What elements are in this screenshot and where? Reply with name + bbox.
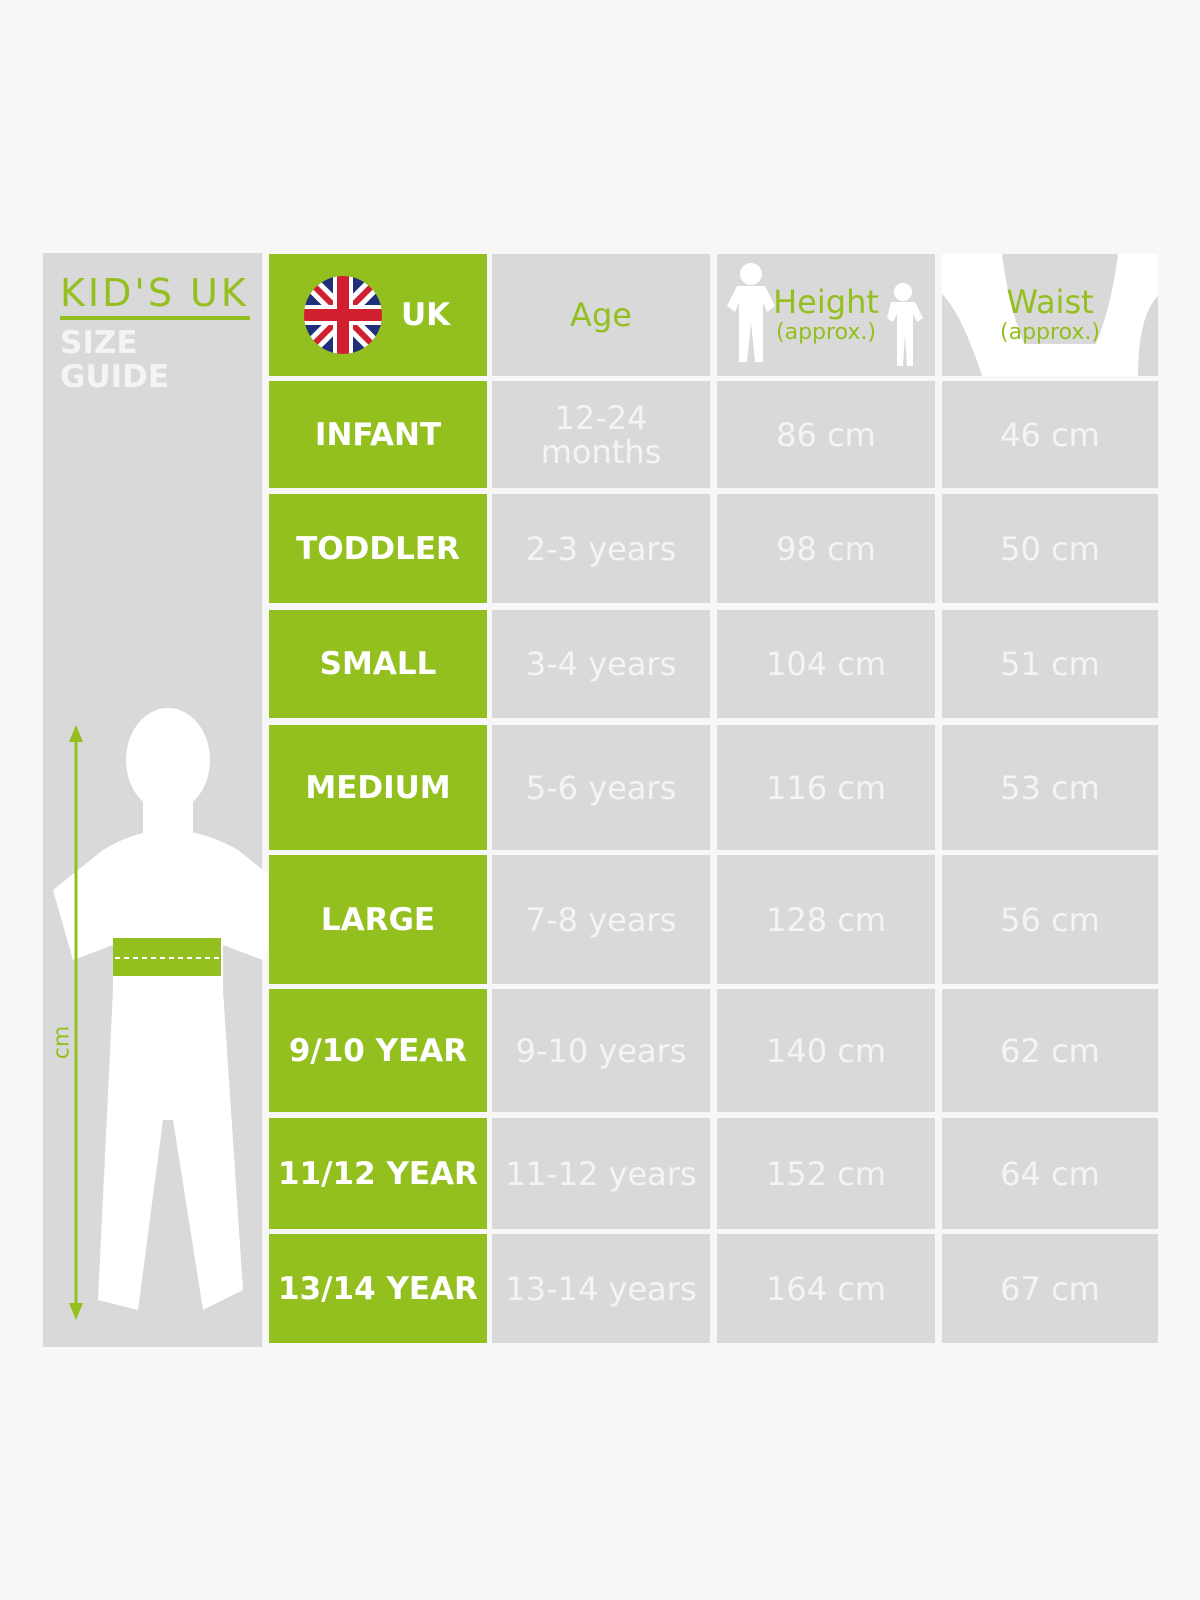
cell-waist: 62 cm [942,989,1158,1112]
header-waist-label: Waist [1006,283,1094,321]
cell-waist: 64 cm [942,1118,1158,1229]
cell-age: 9-10 years [492,989,710,1112]
header-age: Age [492,254,710,376]
title-line1: KID'S UK [60,271,249,315]
cell-waist: 51 cm [942,610,1158,718]
cell-age: 3-4 years [492,610,710,718]
header-age-label: Age [570,296,632,334]
axis-label-cm: cm [49,1025,75,1060]
title-divider [60,316,250,320]
cell-size: INFANT [269,381,487,488]
waist-silhouette-icon [942,254,1158,376]
child-silhouette-icon [53,708,288,1320]
header-waist-sub: (approx.) [1000,320,1100,345]
cell-size: LARGE [269,855,487,984]
cell-height: 140 cm [717,989,935,1112]
header-height-label: Height [773,283,879,321]
child-figures-icon [727,263,923,366]
cell-size: 13/14 YEAR [269,1234,487,1343]
cell-age: 13-14 years [492,1234,710,1343]
cell-age: 5-6 years [492,725,710,850]
cell-waist: 46 cm [942,381,1158,488]
union-jack-flag-icon [304,276,382,354]
title-line2: SIZE GUIDE [60,325,170,395]
cell-waist: 56 cm [942,855,1158,984]
cell-waist: 50 cm [942,494,1158,603]
size-guide-title: KID'S UK SIZE GUIDE [60,272,250,394]
cell-size: MEDIUM [269,725,487,850]
header-height: Height (approx.) [717,254,935,376]
header-uk: UK [269,254,487,376]
cell-waist: 53 cm [942,725,1158,850]
cell-size: 9/10 YEAR [269,989,487,1112]
cell-height: 86 cm [717,381,935,488]
cell-age: 2-3 years [492,494,710,603]
cell-height: 98 cm [717,494,935,603]
cell-waist: 67 cm [942,1234,1158,1343]
cell-age: 11-12 years [492,1118,710,1229]
cell-size: SMALL [269,610,487,718]
cell-height: 116 cm [717,725,935,850]
cell-height: 128 cm [717,855,935,984]
header-uk-label: UK [401,297,451,333]
cell-size: TODDLER [269,494,487,603]
cell-size: 11/12 YEAR [269,1118,487,1229]
header-height-sub: (approx.) [776,320,876,345]
cell-height: 164 cm [717,1234,935,1343]
header-waist: Waist (approx.) [942,254,1158,376]
cell-height: 104 cm [717,610,935,718]
cell-height: 152 cm [717,1118,935,1229]
cell-age: 12-24 months [492,381,710,488]
cell-age: 7-8 years [492,855,710,984]
